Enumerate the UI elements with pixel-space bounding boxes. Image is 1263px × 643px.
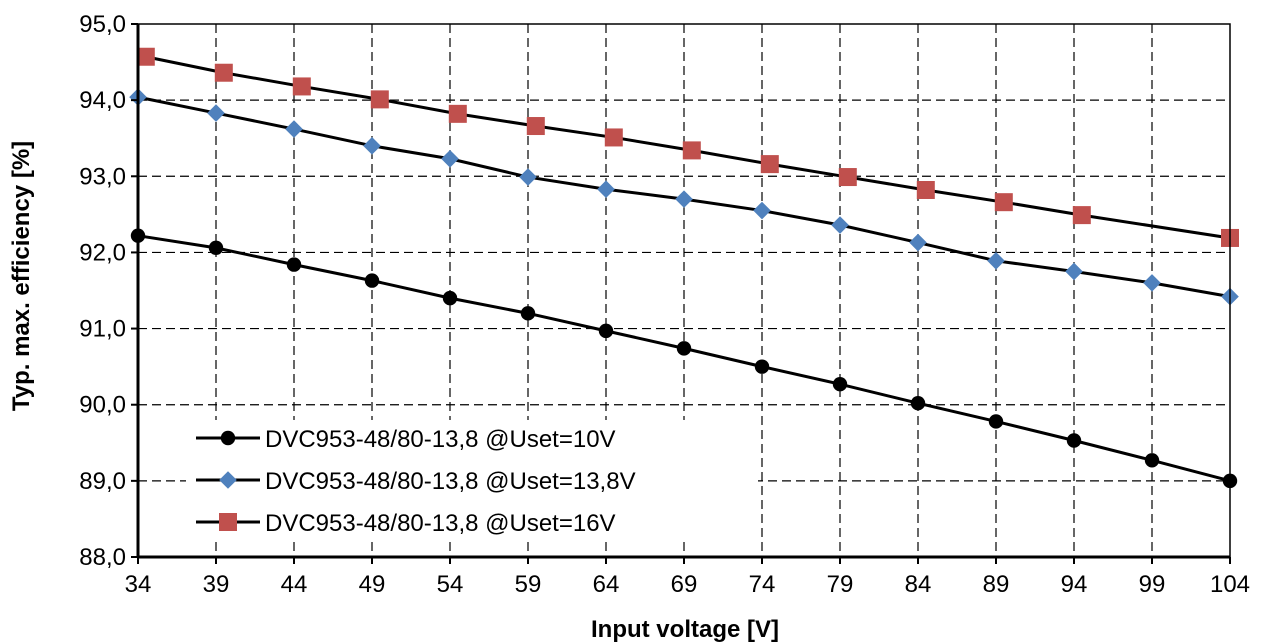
data-point — [910, 395, 926, 411]
data-point — [909, 233, 927, 252]
data-point — [598, 323, 614, 339]
data-point — [363, 137, 381, 155]
x-tick-label: 69 — [671, 571, 698, 598]
data-point — [754, 359, 770, 374]
series-line — [145, 55, 1231, 240]
data-point — [526, 117, 545, 136]
data-point — [597, 180, 615, 199]
data-point — [364, 273, 380, 288]
x-tick-label: 49 — [359, 571, 386, 598]
data-point — [988, 414, 1004, 429]
grid-lines — [138, 24, 1230, 557]
series-markers — [129, 47, 1239, 489]
x-tick-label: 44 — [281, 571, 308, 598]
data-point — [831, 216, 849, 234]
data-point — [520, 306, 536, 321]
legend-label: DVC953-48/80-13,8 @Uset=10V — [265, 426, 616, 453]
y-tick-label: 94,0 — [79, 87, 126, 114]
data-point — [676, 341, 692, 356]
data-point — [1066, 433, 1082, 448]
y-tick-label: 90,0 — [79, 392, 126, 419]
data-point — [219, 513, 237, 531]
data-point — [916, 180, 935, 199]
y-tick-label: 89,0 — [79, 468, 126, 495]
x-tick-labels: 34 39 44 49 54 59 64 69 74 79 84 89 94 99 104 — [125, 571, 1250, 598]
y-tick-label: 95,0 — [79, 11, 126, 38]
x-tick-label: 39 — [203, 571, 230, 598]
legend: DVC953-48/80-13,8 @Uset=10V DVC953-48/80-… — [186, 420, 758, 542]
legend-box — [186, 420, 758, 542]
x-tick-label: 74 — [749, 571, 776, 598]
y-tick-label: 93,0 — [79, 163, 126, 190]
data-point — [285, 120, 303, 138]
data-point — [675, 190, 693, 208]
data-point — [760, 155, 779, 174]
data-point — [1072, 206, 1091, 225]
x-tick-label: 79 — [827, 571, 854, 598]
x-tick-label: 94 — [1061, 571, 1088, 598]
data-point — [994, 193, 1013, 212]
data-point — [442, 290, 458, 306]
y-axis-title: Typ. max. efficiency [%] — [8, 141, 35, 411]
data-point — [207, 104, 225, 122]
data-point — [292, 77, 311, 96]
data-point — [448, 104, 467, 123]
data-point — [370, 90, 389, 109]
x-tick-label: 34 — [125, 571, 152, 598]
data-point — [1065, 262, 1083, 281]
x-tick-label: 84 — [905, 571, 932, 598]
x-tick-label: 89 — [983, 571, 1010, 598]
y-tick-label: 92,0 — [79, 239, 126, 266]
x-tick-label: 64 — [593, 571, 620, 598]
data-point — [838, 168, 857, 187]
data-point — [219, 471, 237, 489]
x-axis-title: Input voltage [V] — [591, 616, 779, 643]
x-tick-label: 104 — [1210, 571, 1250, 598]
data-point — [753, 201, 771, 220]
data-point — [519, 168, 537, 186]
data-point — [604, 128, 623, 147]
x-tick-label: 54 — [437, 571, 464, 598]
legend-label: DVC953-48/80-13,8 @Uset=13,8V — [265, 468, 636, 495]
y-tick-labels: 88,0 89,0 90,0 91,0 92,0 93,0 94,0 95,0 — [79, 11, 126, 571]
legend-label: DVC953-48/80-13,8 @Uset=16V — [265, 510, 616, 537]
data-point — [832, 376, 848, 392]
data-point — [441, 149, 459, 168]
data-point — [1144, 453, 1160, 468]
data-point — [987, 252, 1005, 270]
data-point — [214, 63, 233, 82]
y-tick-label: 91,0 — [79, 316, 126, 343]
data-point — [286, 257, 302, 272]
data-point — [136, 47, 155, 66]
y-tick-label: 88,0 — [79, 544, 126, 571]
x-tick-label: 59 — [515, 571, 542, 598]
x-tick-label: 99 — [1139, 571, 1166, 598]
data-point — [1143, 274, 1161, 292]
data-point — [208, 240, 224, 256]
data-point — [220, 430, 236, 446]
data-point — [682, 141, 701, 160]
axes — [131, 23, 1231, 564]
